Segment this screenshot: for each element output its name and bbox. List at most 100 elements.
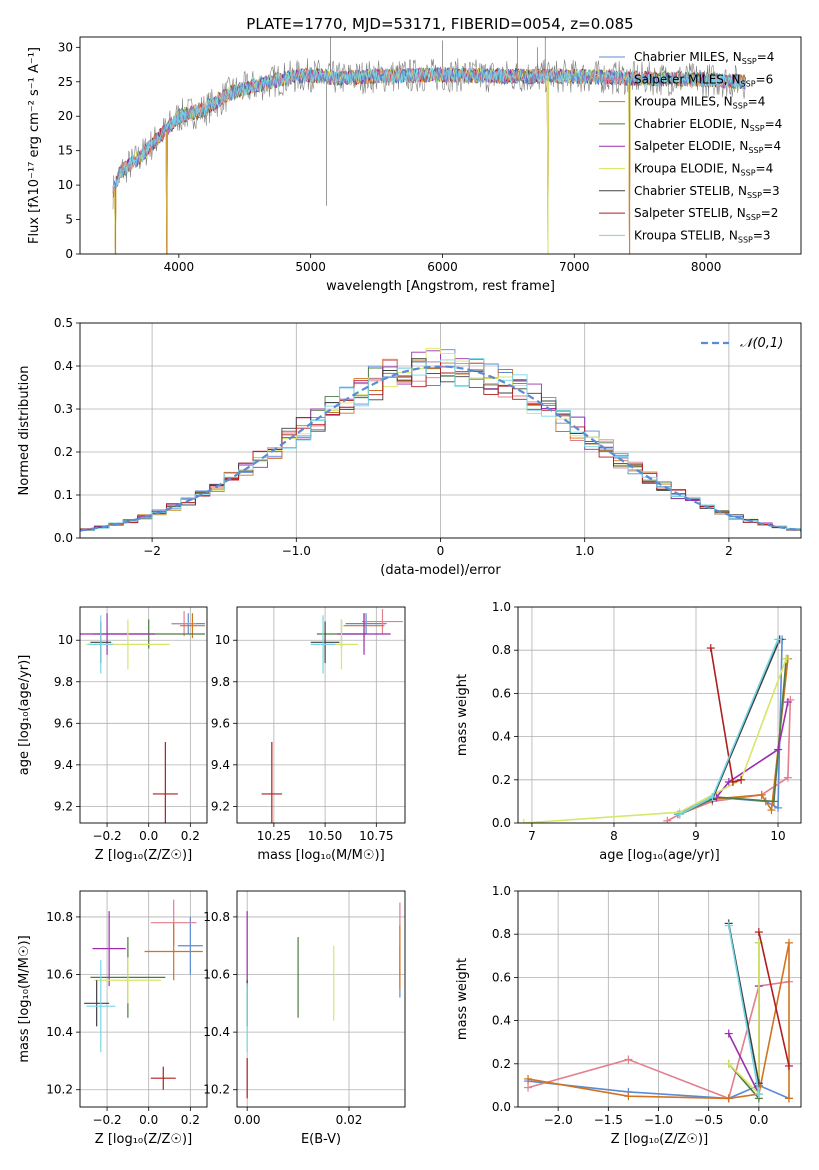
- legend-label-subscript: SSP: [750, 124, 765, 133]
- normal-curve: [80, 365, 801, 532]
- y-tick-label: 0.3: [54, 402, 73, 416]
- x-tick-label: 7: [528, 829, 536, 843]
- legend-label: Kroupa ELODIE, NSSP=4: [634, 162, 773, 178]
- legend-label-suffix: =4: [757, 50, 775, 64]
- legend-label-suffix: =2: [761, 206, 779, 220]
- y-tick-label: 9.4: [54, 758, 73, 772]
- charts-container: 4000 5000 6000 7000 8000051015202530waveleng…: [17, 36, 802, 1147]
- y-axis-label: Normed distribution: [17, 366, 32, 496]
- x-tick-label: 10.25: [257, 829, 291, 843]
- y-tick-label: 10: [58, 178, 73, 192]
- weight-series-line: [711, 639, 781, 800]
- figure-title: PLATE=1770, MJD=53171, FIBERID=0054, z=0…: [246, 15, 633, 33]
- legend-label: Kroupa MILES, NSSP=4: [634, 95, 765, 111]
- y-tick-label: 1.0: [492, 884, 511, 898]
- x-axis-label: wavelength [Angstrom, rest frame]: [326, 279, 555, 294]
- x-axis-label: Z [log₁₀(Z/Z☉)]: [611, 1132, 708, 1147]
- x-tick-label: 2: [725, 544, 733, 558]
- legend-label-suffix: =4: [748, 95, 766, 109]
- mass_vs_EBV-axes-frame: [236, 890, 406, 1108]
- x-axis-label: mass [log₁₀(M/M☉)]: [257, 848, 384, 863]
- x-tick-label: −0.2: [92, 1113, 121, 1127]
- y-tick-label: 30: [58, 40, 73, 54]
- residuals-plot-area: [80, 323, 801, 538]
- legend-label-subscript: SSP: [747, 191, 762, 200]
- weight_vs_age-panel: 7 8 9 10 0.0 0.2 0.4 0.6 0.8 1.0 age [log₁₀(age/yr…: [455, 600, 802, 863]
- x-tick-label: 10.50: [308, 829, 342, 843]
- x-tick-label: 0.2: [181, 829, 200, 843]
- weight-series-line: [710, 647, 742, 784]
- y-tick-label: 9.8: [54, 675, 73, 689]
- x-axis-label: E(B-V): [301, 1132, 341, 1147]
- x-axis-label: age [log₁₀(age/yr)]: [599, 848, 720, 863]
- weight-series-line: [727, 925, 760, 1095]
- y-tick-label: 10.2: [203, 1083, 230, 1097]
- x-tick-label: 10.75: [359, 829, 393, 843]
- y-tick-label: 10.6: [203, 968, 230, 982]
- legend-label-suffix: =4: [763, 139, 781, 153]
- age_vs_Z-panel: −0.2 0.0 0.2 9.2 9.4 9.6 9.8 10 Z [log₁₀(Z/Z☉)] a…: [17, 606, 208, 863]
- mass_vs_EBV-panel: 0.00 0.02 10.2 10.4 10.6 10.8 E(B-V): [203, 890, 406, 1147]
- weight_vs_Z-panel: −2.0 −1.5 −1.0 −0.5 0.0 0.0 0.2 0.4 0.6 0.8 1.0 Z […: [455, 884, 802, 1147]
- y-tick-label: 10.4: [46, 1025, 73, 1039]
- mass_vs_Z-axes-frame: [79, 890, 208, 1108]
- legend-label-subscript: SSP: [748, 146, 763, 155]
- x-tick-label: 0.0: [139, 1113, 158, 1127]
- y-tick-label: 10.2: [46, 1083, 73, 1097]
- weight_vs_age-plot-area: [518, 607, 801, 823]
- x-tick-label: 0: [437, 544, 445, 558]
- y-tick-label: 0.2: [492, 773, 511, 787]
- y-tick-label: 0.0: [492, 1100, 511, 1114]
- x-tick-label: 8000: [691, 260, 722, 274]
- legend-label: Chabrier STELIB, NSSP=3: [634, 184, 780, 200]
- mass_vs_Z-plot-area: [80, 891, 207, 1107]
- spectrum-axes-frame: [79, 36, 802, 255]
- age_vs_mass-plot-area: [237, 607, 405, 823]
- x-tick-label: 8: [610, 829, 618, 843]
- residuals-panel: −2 −1.0 0 1.0 2 0.0 0.1 0.2 0.3 0.4 0.5 (data-model…: [17, 316, 802, 578]
- legend-label-subscript: SSP: [733, 102, 748, 111]
- y-tick-label: 10.6: [46, 968, 73, 982]
- y-tick-label: 10.8: [203, 910, 230, 924]
- weight_vs_Z-plot-area: [518, 891, 801, 1107]
- histogram-step: [80, 357, 801, 531]
- weight-series-line: [523, 658, 787, 823]
- age_vs_Z-axes-frame: [79, 606, 208, 824]
- spectrum-legend: Chabrier MILES, NSSP=4 Salpeter MILES, NS…: [599, 50, 782, 244]
- weight_vs_age-axes-frame: [517, 606, 802, 824]
- y-tick-label: 10: [215, 633, 230, 647]
- y-tick-label: 10.4: [203, 1025, 230, 1039]
- x-tick-label: 6000: [427, 260, 458, 274]
- y-tick-label: 0.0: [492, 816, 511, 830]
- y-tick-label: 0.8: [492, 643, 511, 657]
- y-tick-label: 0.5: [54, 316, 73, 330]
- y-tick-label: 15: [58, 144, 73, 158]
- weight-series-line: [679, 639, 779, 816]
- x-tick-label: 7000: [559, 260, 590, 274]
- mass_vs_Z-panel: −0.2 0.0 0.2 10.2 10.4 10.6 10.8 Z [log₁₀(Z/Z☉)…: [17, 890, 208, 1147]
- y-axis-label: mass weight: [455, 674, 470, 756]
- y-tick-label: 0.4: [492, 730, 511, 744]
- x-tick-label: 4000: [164, 260, 195, 274]
- model-spectrum-line: [112, 66, 746, 190]
- x-tick-label: 0.0: [139, 829, 158, 843]
- y-tick-label: 0.1: [54, 488, 73, 502]
- y-tick-label: 0.2: [492, 1057, 511, 1071]
- x-tick-label: −1.5: [594, 1113, 623, 1127]
- y-tick-label: 0.0: [54, 531, 73, 545]
- x-tick-label: 1.0: [575, 544, 594, 558]
- x-tick-label: −1.0: [282, 544, 311, 558]
- legend-label-subscript: SSP: [741, 79, 756, 88]
- spectrum-panel: 4000 5000 6000 7000 8000 0 5 10 15 20 25 30 waveleng…: [27, 36, 802, 294]
- spectrum-plot-area: [112, 37, 746, 254]
- x-tick-label: −0.2: [92, 829, 121, 843]
- y-tick-label: 0.8: [492, 927, 511, 941]
- x-axis-label: Z [log₁₀(Z/Z☉)]: [95, 1132, 192, 1147]
- normal-legend-label: 𝒩(0,1): [740, 336, 783, 351]
- x-tick-label: 10: [770, 829, 785, 843]
- legend-label: Salpeter ELODIE, NSSP=4: [634, 139, 781, 155]
- y-tick-label: 9.2: [54, 799, 73, 813]
- y-tick-label: 9.8: [211, 675, 230, 689]
- legend-label-subscript: SSP: [741, 169, 756, 178]
